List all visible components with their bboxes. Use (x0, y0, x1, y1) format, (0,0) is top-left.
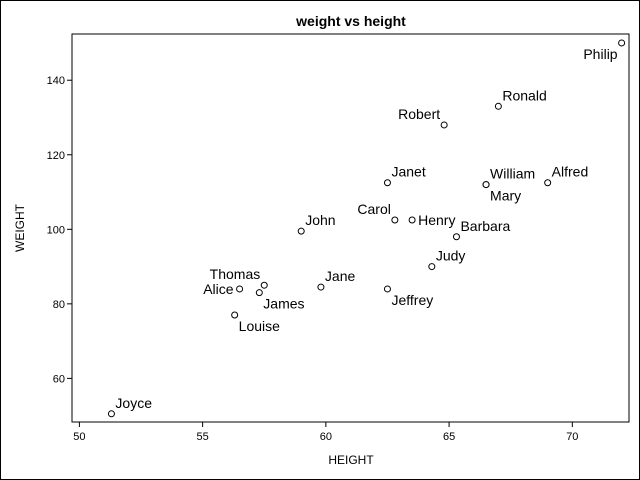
data-point-barbara (452, 233, 460, 241)
data-point-alfred (544, 179, 552, 187)
data-point-ronald (494, 102, 502, 110)
data-point-john (297, 227, 305, 235)
x-tick-label: 60 (320, 431, 332, 443)
point-label-john: John (305, 212, 335, 228)
data-point-james (255, 289, 263, 297)
point-label-robert: Robert (398, 106, 440, 122)
y-tick-label: 80 (53, 299, 65, 311)
plot-area (71, 33, 630, 423)
point-label-alfred: Alfred (552, 164, 589, 180)
point-label-henry: Henry (418, 212, 455, 228)
x-axis-ticks: 50 55 60 65 70 (73, 422, 578, 443)
data-point-joyce (107, 410, 115, 418)
point-label-william: William (490, 166, 535, 182)
point-label-joyce: Joyce (115, 395, 152, 411)
point-label-barbara: Barbara (460, 218, 510, 234)
data-point-jane (317, 283, 325, 291)
data-point-louise (231, 311, 239, 319)
x-tick-label: 70 (566, 431, 578, 443)
x-tick-label: 50 (73, 431, 85, 443)
point-labels: Alfred Alice Barbara Carol Henry James Jane Jan… (115, 46, 617, 411)
y-tick-label: 60 (53, 373, 65, 385)
point-label-carol: Carol (357, 201, 390, 217)
data-point-jeffrey (383, 285, 391, 293)
y-tick-label: 140 (47, 75, 65, 87)
point-label-thomas: Thomas (210, 266, 261, 282)
data-points (107, 39, 626, 418)
x-tick-label: 55 (196, 431, 208, 443)
data-point-alice (236, 285, 244, 293)
x-axis-label: HEIGHT (328, 453, 374, 467)
data-point-robert (440, 121, 448, 129)
point-label-alice: Alice (203, 281, 234, 297)
point-label-louise: Louise (239, 318, 280, 334)
point-label-james: James (263, 296, 304, 312)
chart-title: weight vs height (295, 13, 406, 29)
point-label-judy: Judy (436, 248, 466, 264)
data-point-janet (383, 179, 391, 187)
data-point-philip (618, 39, 626, 47)
data-point-judy (428, 263, 436, 271)
data-point-henry (408, 216, 416, 224)
y-axis-label: WEIGHT (13, 203, 27, 252)
y-tick-label: 120 (47, 150, 65, 162)
point-label-ronald: Ronald (502, 87, 546, 103)
y-tick-label: 100 (47, 224, 65, 236)
point-label-janet: Janet (391, 164, 425, 180)
x-tick-label: 65 (443, 431, 455, 443)
data-point-carol (391, 216, 399, 224)
point-label-jane: Jane (325, 268, 356, 284)
point-label-mary: Mary (490, 188, 521, 204)
y-axis-ticks: 60 80 100 120 140 (47, 75, 72, 385)
point-label-jeffrey: Jeffrey (391, 292, 433, 308)
data-point-william (482, 181, 490, 189)
data-point-thomas (260, 281, 268, 289)
point-label-philip: Philip (583, 46, 617, 62)
